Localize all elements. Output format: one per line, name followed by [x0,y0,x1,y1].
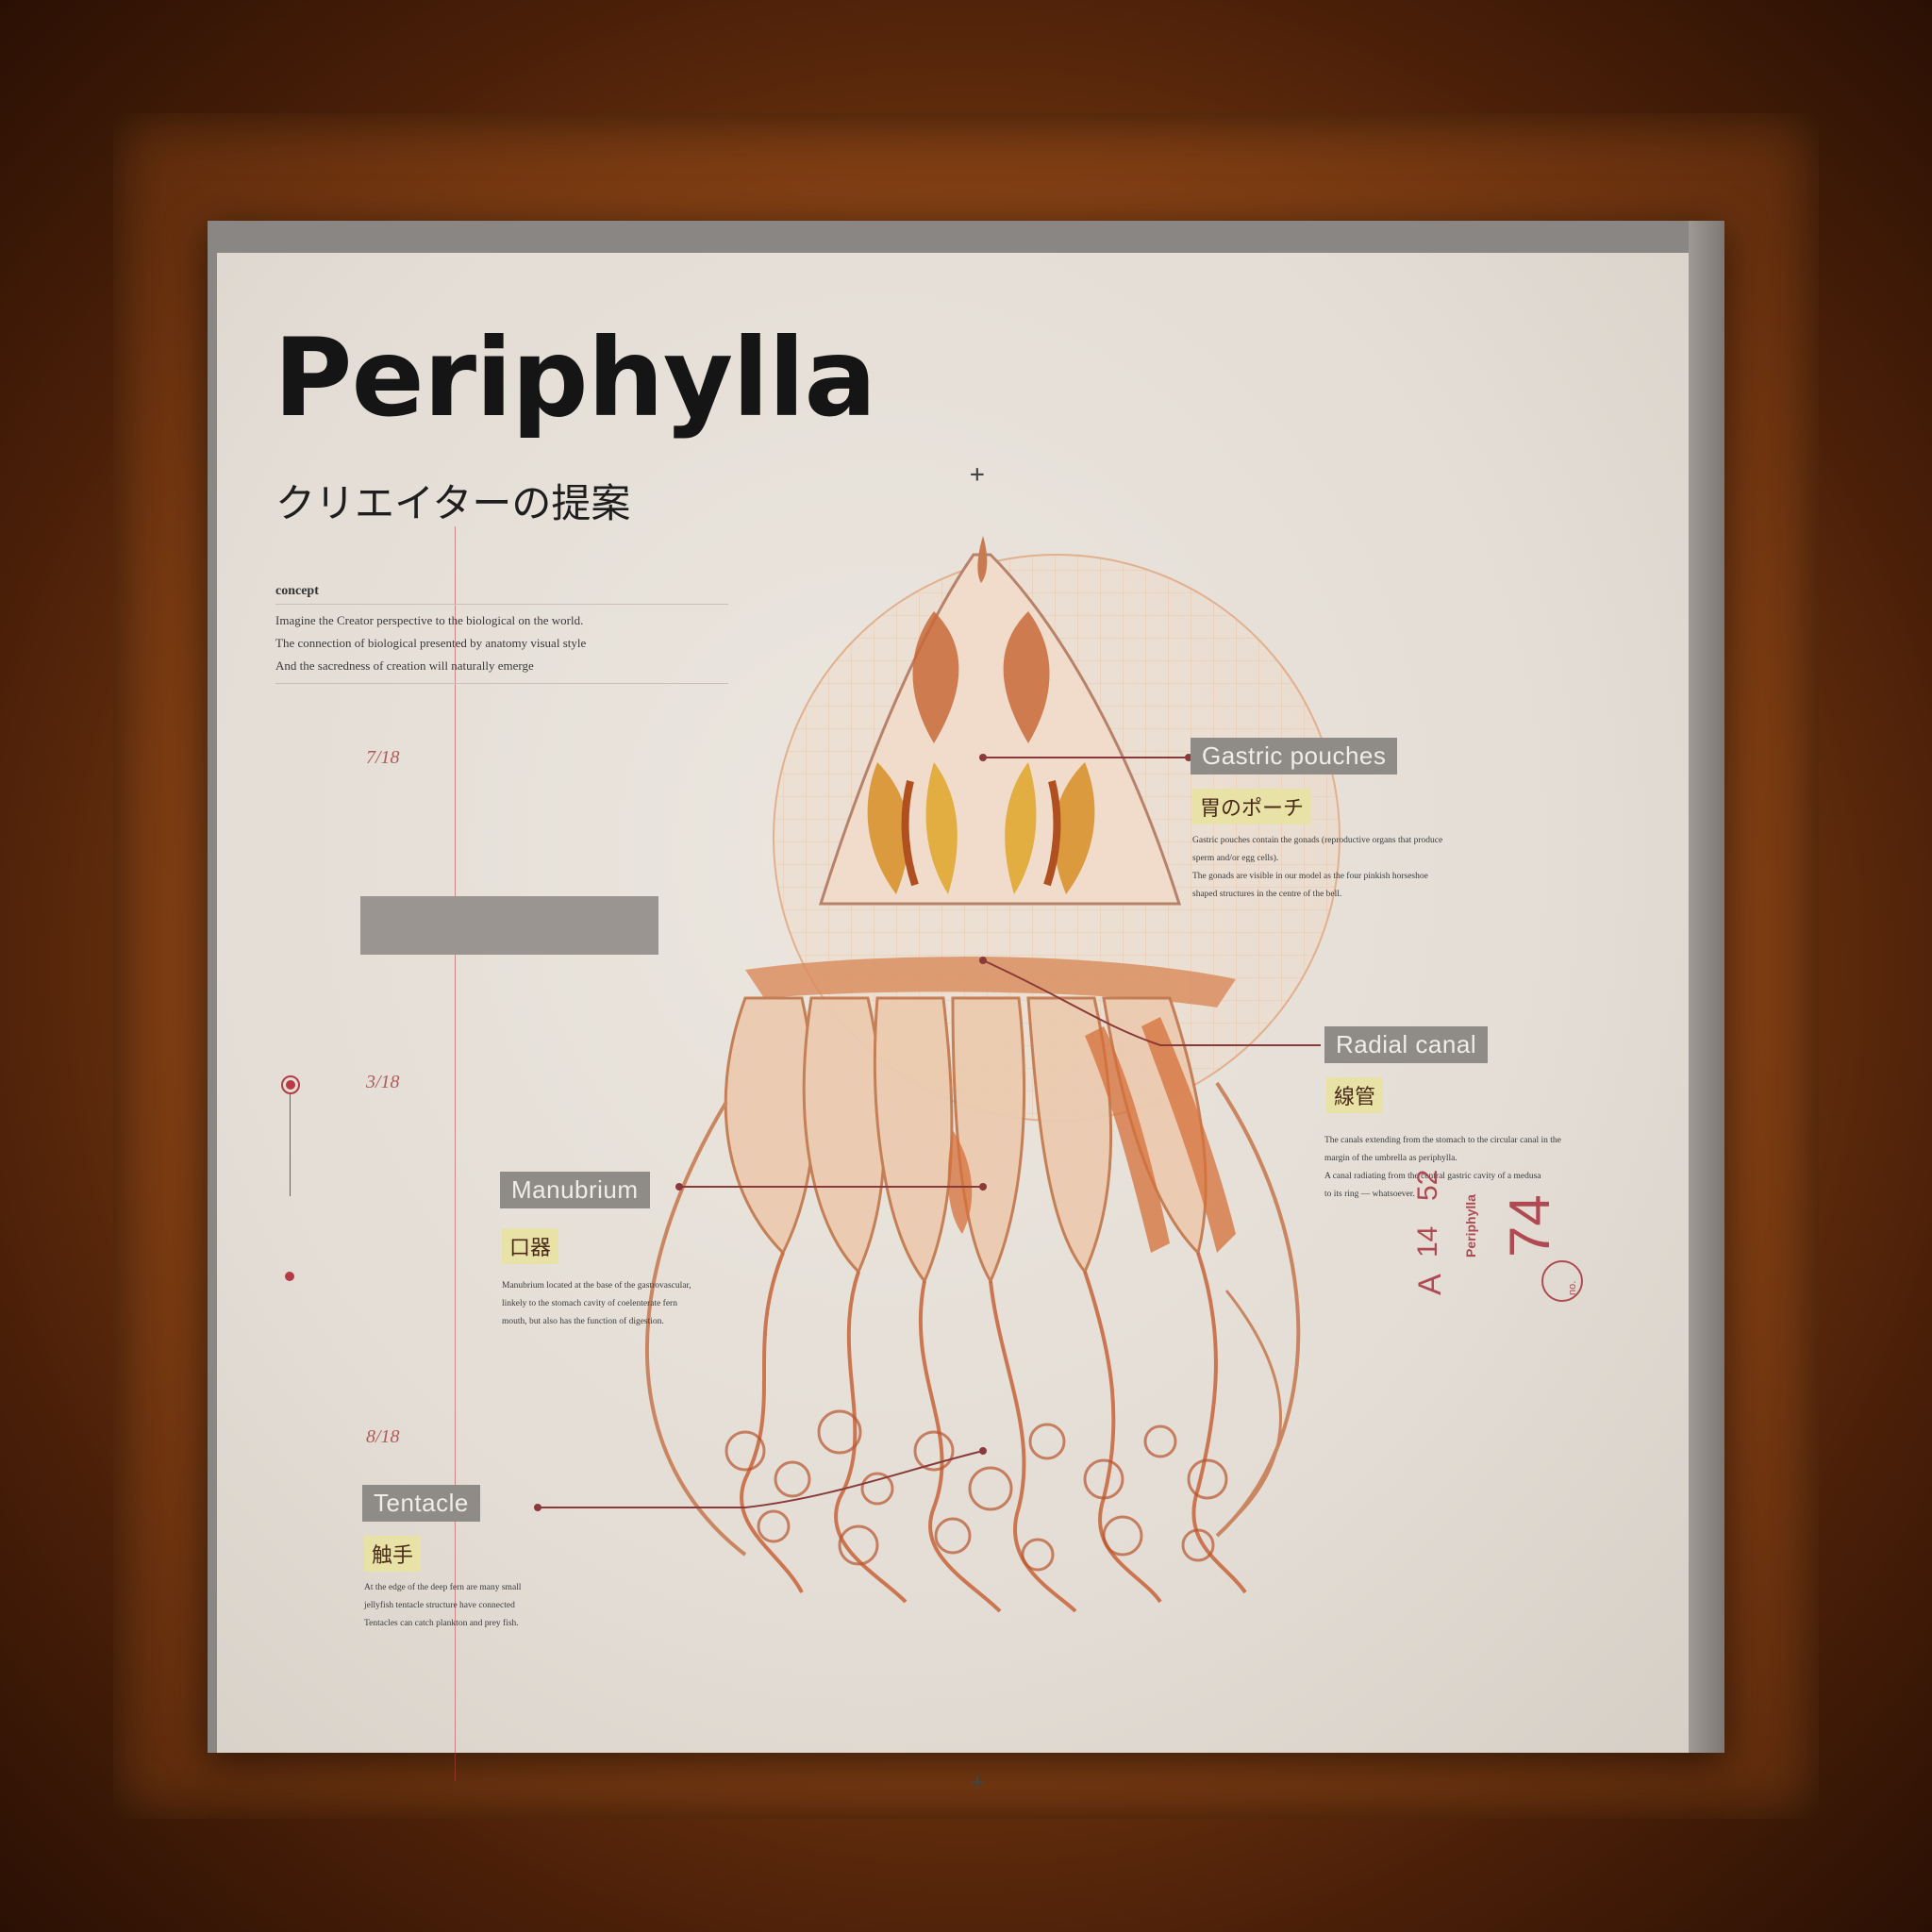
gastric-description: Gastric pouches contain the gonads (repr… [1192,832,1442,904]
label-tentacle-jp: 触手 [364,1536,422,1572]
desc-line: A canal radiating from the central gastr… [1324,1172,1541,1181]
timeline-stem [290,1092,291,1196]
poster: Periphylla クリエイターの提案 concept Imagine the… [208,221,1724,1796]
date-label: 7/18 [366,747,400,768]
crosshair-icon: + [970,1768,985,1796]
label-radial-canal-jp: 線管 [1326,1077,1384,1113]
desc-line: mouth, but also has the function of dige… [502,1317,664,1326]
desc-line: jellyfish tentacle structure have connec… [364,1601,515,1610]
desc-line: margin of the umbrella as periphylla. [1324,1154,1457,1163]
jellyfish-ring [745,957,1236,1008]
desc-line: The gonads are visible in our model as t… [1192,872,1428,881]
timeline-dot [285,1272,294,1281]
stamp-letter: A [1412,1274,1448,1295]
stamp-big-number: 74 [1498,1194,1561,1257]
tentacle-leader [538,1450,984,1508]
poster-edge [1689,221,1724,1753]
poster-sheet: Periphylla クリエイターの提案 concept Imagine the… [217,253,1689,1796]
divider [275,683,728,684]
date-label: 8/18 [366,1426,400,1447]
stamp-number: 14 [1412,1225,1443,1257]
redacted-note [360,896,658,955]
concept-text: Imagine the Creator perspective to the b… [275,609,719,677]
desc-line: The canals extending from the stomach to… [1324,1136,1561,1145]
label-radial-canal: Radial canal [1324,1026,1489,1063]
timeline-marker [281,1075,300,1094]
desc-line: Manubrium located at the base of the gas… [502,1281,691,1291]
stamp-seal-icon [1541,1260,1583,1302]
label-tentacle: Tentacle [362,1485,480,1522]
date-label: 3/18 [366,1072,400,1092]
concept-label: concept [275,584,319,598]
timeline-rule [455,526,456,1781]
desc-line: shaped structures in the centre of the b… [1192,890,1342,899]
jellyfish-illustration [534,536,1341,1613]
concept-line: And the sacredness of creation will natu… [275,658,534,673]
label-gastric-pouches-jp: 胃のポーチ [1192,789,1312,824]
desc-line: Gastric pouches contain the gonads (repr… [1192,836,1443,845]
label-gastric-pouches: Gastric pouches [1191,738,1398,774]
divider [275,604,728,605]
radial-description: The canals extending from the stomach to… [1324,1132,1561,1204]
concept-line: Imagine the Creator perspective to the b… [275,613,584,627]
concept-line: The connection of biological presented b… [275,636,587,650]
tentacle-description: At the edge of the deep fern are many sm… [364,1579,521,1633]
desc-line: At the edge of the deep fern are many sm… [364,1583,522,1592]
crosshair-icon: + [970,460,985,489]
desc-line: sperm and/or egg cells). [1192,854,1279,863]
label-manubrium-jp: 口器 [502,1228,559,1264]
page-title: Periphylla [274,315,876,441]
stamp-number: 52 [1412,1169,1443,1201]
manubrium-description: Manubrium located at the base of the gas… [502,1277,691,1331]
timeline-dot [286,1080,295,1090]
radial-leader [982,959,1321,1046]
page-subtitle: クリエイターの提案 [275,480,631,526]
ticket-stamp: A 14 52 Periphylla 74 no. [1407,1107,1624,1295]
desc-line: Tentacles can catch plankton and prey fi… [364,1619,519,1628]
desc-line: to its ring — whatsoever. [1324,1190,1415,1199]
label-manubrium: Manubrium [500,1172,650,1208]
stamp-name: Periphylla [1463,1194,1478,1257]
desc-line: linkely to the stomach cavity of coelent… [502,1299,677,1308]
